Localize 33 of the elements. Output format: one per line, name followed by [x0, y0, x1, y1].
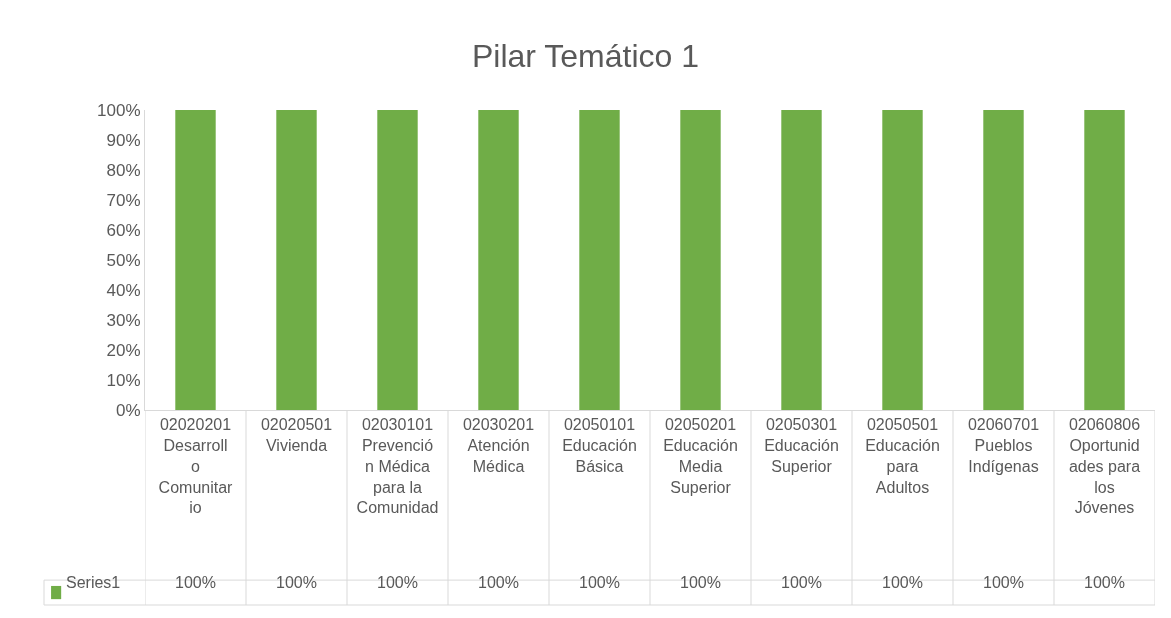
y-tick-label: 50%	[106, 250, 141, 270]
x-tick-label: 02060806 Oportunidades para los Jóvenes	[1068, 416, 1141, 517]
x-tick-label: 02050301 Educación Superior	[764, 416, 839, 475]
data-label: 100%	[478, 574, 519, 591]
y-tick-label: 90%	[106, 130, 141, 150]
y-tick-label: 60%	[106, 220, 141, 240]
x-tick-label: 02020201 Desarrollo Comunitario	[158, 416, 234, 517]
y-tick-label: 100%	[97, 100, 141, 120]
x-tick-label: 02020501 Vivienda	[260, 416, 333, 454]
legend-label: Series1	[66, 574, 121, 591]
data-label: 100%	[781, 574, 822, 591]
data-label: 100%	[175, 574, 216, 591]
y-tick-label: 20%	[106, 340, 141, 360]
y-tick-label: 40%	[106, 280, 141, 300]
y-tick-label: 0%	[116, 400, 141, 420]
data-label: 100%	[882, 574, 923, 591]
x-tick-label: 02050501 Educación para Adultos	[865, 416, 940, 496]
x-tick-label: 02030101 Prevención Médica para la Comunidad	[356, 416, 439, 517]
x-tick-label: 02060701 Pueblos Indígenas	[967, 416, 1040, 475]
y-tick-label: 80%	[106, 160, 141, 180]
data-label: 100%	[1084, 574, 1125, 591]
data-label: 100%	[983, 574, 1024, 591]
x-tick-label: 02050101 Educación Básica	[562, 416, 637, 475]
y-tick-label: 10%	[106, 370, 141, 390]
data-label: 100%	[377, 574, 418, 591]
y-tick-label: 70%	[106, 190, 141, 210]
y-tick-label: 30%	[106, 310, 141, 330]
x-tick-label: 02050201 Educación Media Superior	[663, 416, 738, 496]
x-tick-label: 02030201 Atención Médica	[462, 416, 535, 475]
chart-title: Pilar Temático 1	[471, 37, 700, 74]
data-label: 100%	[579, 574, 620, 591]
data-label: 100%	[680, 574, 721, 591]
data-label: 100%	[276, 574, 317, 591]
